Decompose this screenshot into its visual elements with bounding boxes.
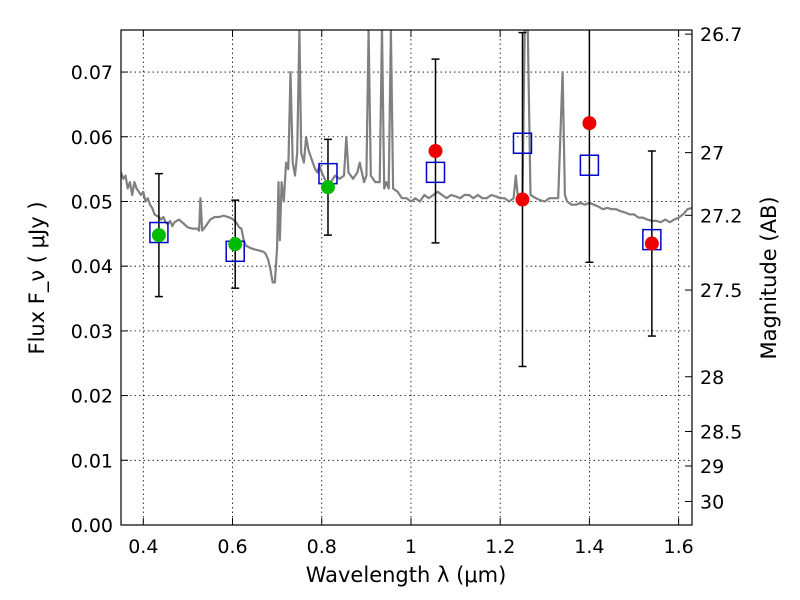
y-tick-label: 0.05 — [71, 191, 113, 213]
observed-point — [151, 228, 166, 243]
model-photometry-square — [512, 132, 533, 154]
grid-lines — [121, 30, 692, 526]
y-tick-label: 0.07 — [71, 62, 113, 84]
y2-tick-label: 27.2 — [700, 205, 742, 227]
observed-point — [428, 144, 443, 158]
y2-tick-label: 28.5 — [700, 421, 742, 443]
x-tick-label: 0.4 — [128, 536, 158, 558]
y-tick-label: 0.04 — [71, 256, 113, 278]
y-tick-label: 0.06 — [71, 127, 113, 149]
y2-axis-label: Magnitude (AB) — [757, 196, 781, 359]
errorbar-layer — [154, 30, 656, 368]
model-spectrum-line — [121, 30, 692, 284]
x-tick-label: 1.4 — [574, 536, 604, 558]
y2-tick-label: 29 — [700, 456, 724, 478]
x-axis-label: Wavelength λ (μm) — [306, 563, 507, 587]
observed-point — [582, 116, 597, 131]
x-tick-label: 1.6 — [664, 536, 694, 558]
y-tick-label: 0.00 — [71, 515, 113, 537]
y2-tick-label: 28 — [700, 367, 724, 389]
observed-point — [320, 180, 335, 195]
observed-points-layer — [151, 116, 659, 252]
axis-ticks: 0.4 0.6 0.8 1 1.2 1.4 1.6 0.00 0.01 0.02 0.03 0.04 0… — [71, 24, 743, 558]
plot-frame — [120, 29, 693, 526]
y2-tick-label: 26.7 — [700, 24, 742, 46]
y-tick-label: 0.01 — [71, 450, 113, 472]
y-tick-label: 0.03 — [71, 321, 113, 343]
y-tick-label: 0.02 — [71, 386, 113, 408]
y-axis-label: Flux F_ν ( μJy ) — [25, 201, 50, 354]
y2-tick-label: 30 — [700, 492, 724, 514]
observed-point — [644, 236, 659, 251]
x-tick-label: 0.6 — [217, 536, 247, 558]
model-photometry-square — [425, 161, 446, 184]
x-tick-label: 1.2 — [485, 536, 515, 558]
observed-point — [228, 237, 243, 252]
model-photometry-square — [149, 221, 169, 244]
model-photometry-square — [579, 154, 600, 176]
model-spectrum-layer — [121, 30, 692, 284]
x-tick-label: 1 — [405, 536, 417, 558]
y2-tick-label: 27 — [700, 143, 724, 165]
x-tick-label: 0.8 — [307, 536, 337, 558]
y2-tick-label: 27.5 — [700, 280, 742, 302]
observed-point — [515, 192, 530, 207]
